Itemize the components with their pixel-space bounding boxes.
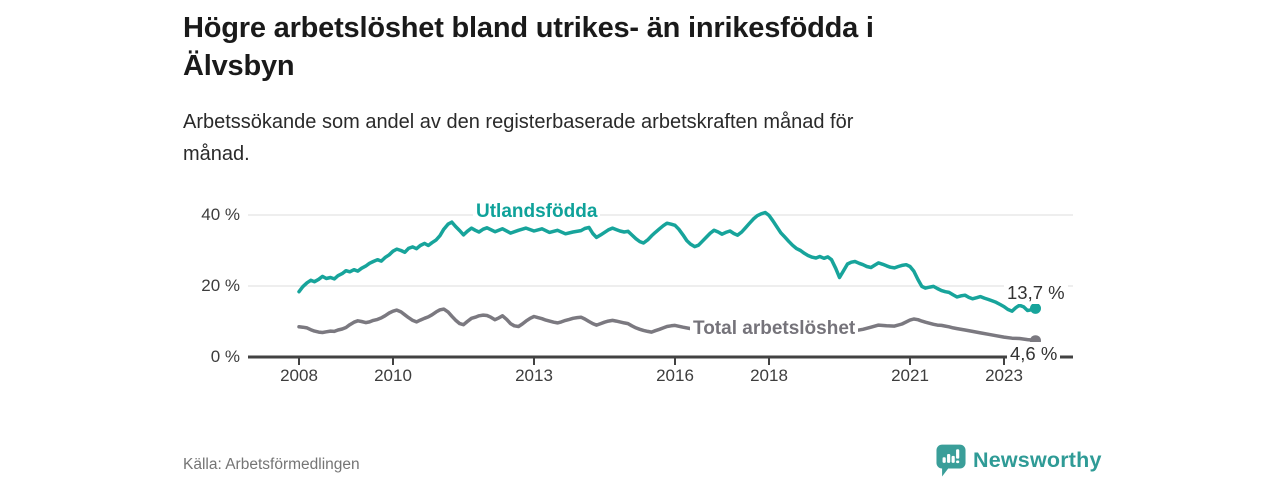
x-tick-label-2021: 2021: [891, 366, 929, 385]
series-label-utlandsfodda: Utlandsfödda: [473, 199, 601, 225]
chart-subtitle: Arbetssökande som andel av den registerb…: [183, 106, 1083, 170]
end-value-label-utlandsfodda: 13,7 %: [1004, 281, 1068, 304]
subtitle-line-1: Arbetssökande som andel av den registerb…: [183, 111, 854, 133]
y-tick-label-40: 40 %: [201, 205, 240, 224]
x-tick-label-2016: 2016: [656, 366, 694, 385]
x-tick-label-2013: 2013: [515, 366, 553, 385]
page-title: Högre arbetslöshet bland utrikes- än inr…: [183, 9, 1163, 85]
total-line: [297, 307, 1038, 343]
utlandsfodda-end-dot: [1030, 302, 1041, 314]
x-tick-label-2010: 2010: [374, 366, 412, 385]
x-tick-label-2023: 2023: [985, 366, 1023, 385]
y-tick-label-20: 20 %: [201, 276, 240, 295]
y-tick-label-0: 0 %: [210, 347, 240, 366]
utlandsfodda-line: [297, 210, 1038, 313]
subtitle-line-2: månad.: [183, 143, 250, 165]
source-attribution: Källa: Arbetsförmedlingen: [183, 456, 360, 473]
newsworthy-wordmark: Newsworthy: [973, 447, 1102, 472]
title-line-1: Högre arbetslöshet bland utrikes- än inr…: [183, 12, 874, 44]
x-tick-label-2018: 2018: [750, 366, 788, 385]
series-label-total-arbetsloshet: Total arbetslöshet: [690, 316, 859, 342]
end-value-label-total: 4,6 %: [1007, 342, 1061, 365]
newsworthy-brand: Newsworthy: [936, 443, 1102, 477]
title-line-2: Älvsbyn: [183, 50, 295, 82]
x-tick-label-2008: 2008: [280, 366, 318, 385]
newsworthy-logo-icon: [936, 444, 966, 476]
